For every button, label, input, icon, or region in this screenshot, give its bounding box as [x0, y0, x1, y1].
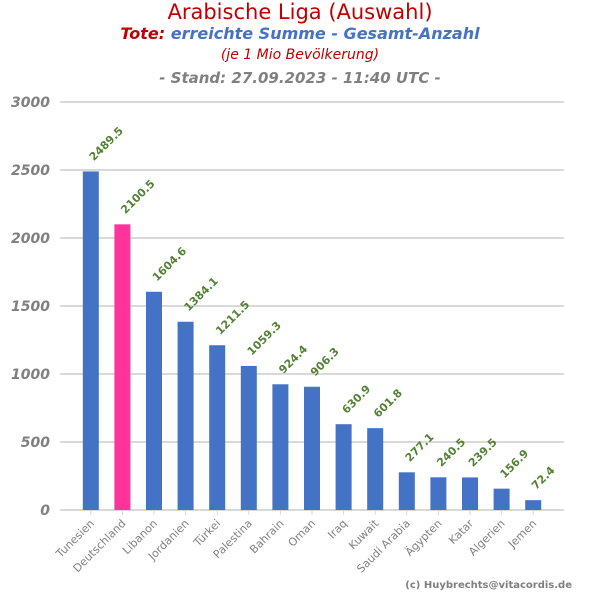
y-tick-label: 2500	[11, 163, 50, 179]
x-tick-label: Iraq	[325, 517, 349, 541]
data-label: 2100.5	[118, 177, 157, 216]
data-label: 1604.6	[150, 244, 189, 283]
y-tick-label: 500	[21, 435, 50, 451]
bar	[335, 424, 352, 510]
bar	[304, 386, 320, 510]
bar	[82, 171, 99, 511]
subtitle-text: erreichte Summe - Gesamt-Anzahl	[170, 24, 480, 43]
bar	[398, 472, 415, 510]
chart-subtitle: Tote: erreichte Summe - Gesamt-Anzahl	[0, 24, 600, 43]
chart-subtitle-2: (je 1 Mio Bevölkerung)	[220, 47, 380, 63]
data-label: 277.1	[403, 431, 437, 465]
subtitle-prefix: Tote:	[120, 24, 166, 43]
y-tick-label: 3000	[11, 95, 50, 111]
data-label: 601.8	[371, 386, 405, 420]
data-label: 156.9	[498, 447, 532, 481]
bar	[177, 321, 194, 510]
data-label: 72.4	[529, 464, 558, 493]
data-label: 1059.3	[245, 319, 284, 358]
bar	[367, 428, 384, 510]
data-label: 239.5	[466, 436, 500, 470]
x-tick-label: Oman	[286, 517, 319, 550]
data-label: 240.5	[434, 436, 468, 470]
y-tick-label: 2000	[11, 231, 50, 247]
chart-date: - Stand: 27.09.2023 - 11:40 UTC -	[159, 69, 441, 87]
bar	[146, 291, 162, 510]
data-label: 2489.5	[87, 124, 126, 163]
data-label: 1211.5	[213, 298, 252, 337]
bar	[462, 477, 478, 510]
y-tick-label: 0	[40, 503, 50, 519]
data-label: 1384.1	[182, 275, 221, 314]
credit: (c) Huybrechts@vitacordis.de	[405, 580, 572, 591]
y-tick-label: 1000	[11, 367, 50, 383]
x-tick-label: Jemen	[505, 517, 539, 551]
x-tick-label: Bahrain	[247, 517, 286, 556]
bar	[430, 477, 447, 510]
bar	[240, 365, 257, 510]
bar	[209, 345, 226, 510]
bar	[114, 224, 131, 510]
bar	[272, 384, 289, 510]
chart-title: Arabische Liga (Auswahl)	[167, 0, 433, 24]
bar	[493, 488, 510, 510]
data-label: 924.4	[276, 342, 310, 376]
data-label: 630.9	[340, 383, 374, 417]
bar	[525, 500, 542, 510]
y-tick-label: 1500	[11, 299, 50, 315]
